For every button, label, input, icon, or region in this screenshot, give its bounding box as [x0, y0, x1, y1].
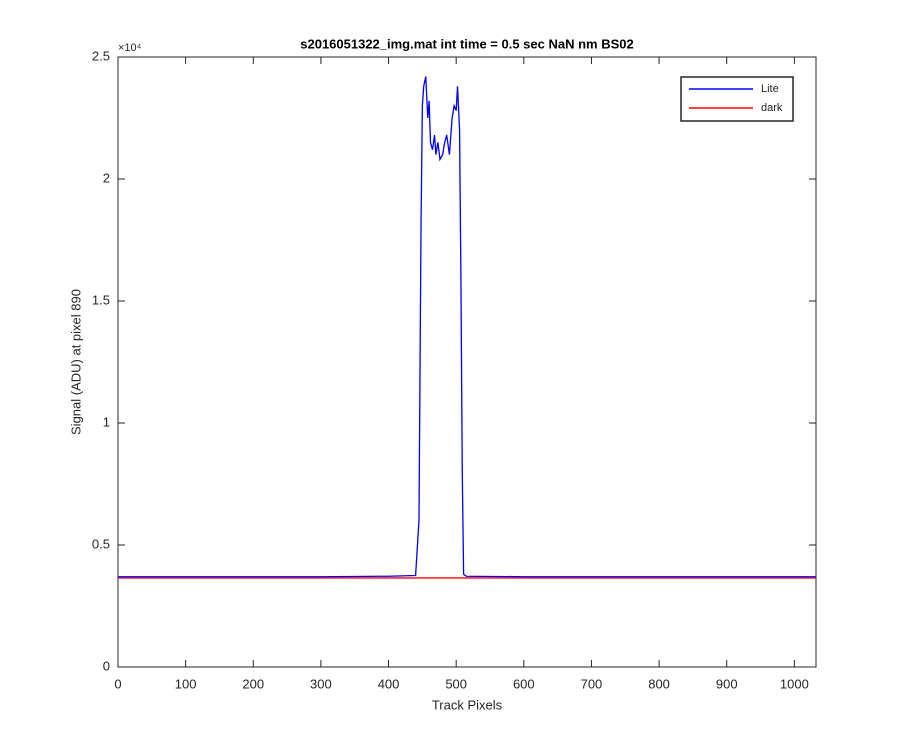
- chart-title: s2016051322_img.mat int time = 0.5 sec N…: [300, 36, 634, 51]
- x-tick-label: 900: [716, 676, 738, 691]
- x-tick-label: 800: [648, 676, 670, 691]
- x-tick-label: 500: [445, 676, 467, 691]
- legend-label: Lite: [761, 83, 779, 95]
- y-tick-label: 1.5: [92, 292, 110, 307]
- x-axis-label: Track Pixels: [432, 697, 503, 712]
- y-tick-label: 2.5: [92, 48, 110, 63]
- y-tick-label: 0: [103, 658, 110, 673]
- x-tick-label: 200: [242, 676, 264, 691]
- x-tick-label: 1000: [780, 676, 809, 691]
- x-tick-label: 700: [581, 676, 603, 691]
- x-tick-label: 400: [378, 676, 400, 691]
- x-tick-label: 300: [310, 676, 332, 691]
- x-tick-label: 0: [114, 676, 121, 691]
- y-tick-label: 2: [103, 170, 110, 185]
- y-tick-label: 1: [103, 414, 110, 429]
- legend-label: dark: [761, 102, 783, 114]
- x-tick-label: 100: [175, 676, 197, 691]
- plot-frame: [117, 56, 817, 668]
- y-axis-label: Signal (ADU) at pixel 890: [68, 289, 83, 435]
- y-tick-label: 0.5: [92, 536, 110, 551]
- legend-box: [680, 76, 794, 122]
- x-tick-label: 600: [513, 676, 535, 691]
- data-line: [118, 76, 816, 578]
- y-exponent-label: ×10⁴: [118, 42, 142, 54]
